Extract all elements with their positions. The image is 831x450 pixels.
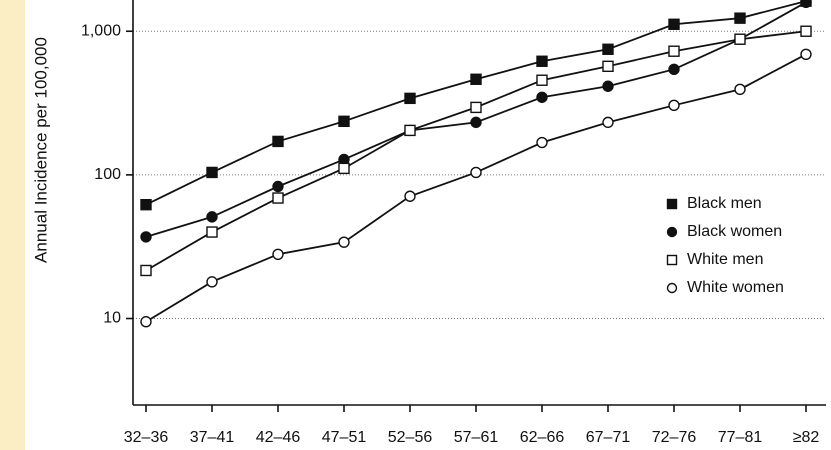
data-point (404, 190, 416, 202)
x-tick-label: 42–46 (256, 429, 301, 446)
y-axis-label: Annual Incidence per 100,000 (31, 37, 50, 263)
data-point (668, 99, 680, 112)
data-point (734, 83, 746, 96)
data-point (602, 116, 614, 129)
data-point (668, 63, 680, 76)
data-point (206, 211, 218, 223)
data-point (800, 48, 812, 60)
data-point (602, 60, 614, 73)
legend-label: Black women (687, 223, 782, 240)
y-tick-label: 100 (94, 166, 121, 183)
data-point (338, 115, 350, 128)
data-point (470, 101, 482, 114)
data-point (272, 192, 284, 204)
legend-marker (666, 226, 678, 238)
data-point (140, 199, 152, 211)
data-point (272, 248, 284, 260)
data-point (272, 180, 284, 193)
data-point (602, 43, 614, 55)
y-tick-label: 1,000 (81, 22, 121, 39)
data-point (206, 276, 218, 288)
x-tick-label: 77–81 (718, 429, 763, 446)
data-point (734, 33, 746, 45)
x-tick-label: 47–51 (322, 429, 367, 446)
data-point (338, 236, 350, 248)
chart-background (25, 0, 831, 450)
data-point (668, 45, 680, 57)
data-point (536, 136, 548, 149)
data-point (800, 0, 812, 9)
data-point (668, 18, 680, 30)
legend-marker (666, 282, 678, 294)
x-tick-label: 52–56 (388, 429, 433, 446)
data-point (800, 25, 812, 37)
data-point (140, 231, 152, 243)
data-point (470, 166, 482, 179)
data-point (206, 226, 218, 238)
data-point (536, 91, 548, 103)
data-point (140, 264, 152, 277)
legend-marker (666, 254, 678, 266)
data-point (140, 316, 152, 328)
legend-marker (666, 198, 678, 210)
x-tick-label: 62–66 (520, 429, 565, 446)
data-point (404, 92, 416, 105)
y-tick-label: 10 (103, 310, 121, 327)
x-tick-label: 32–36 (124, 429, 169, 446)
x-tick-label: ≥82 (793, 429, 820, 446)
data-point (470, 116, 482, 129)
data-point (602, 80, 614, 92)
data-point (272, 135, 284, 148)
x-tick-label: 67–71 (586, 429, 631, 446)
data-point (404, 124, 416, 137)
data-point (734, 12, 746, 24)
legend-label: White women (687, 279, 784, 296)
data-point (338, 162, 350, 175)
data-point (206, 166, 218, 179)
data-point (536, 74, 548, 86)
x-tick-label: 72–76 (652, 429, 697, 446)
data-point (536, 55, 548, 67)
x-tick-label: 57–61 (454, 429, 499, 446)
x-tick-label: 37–41 (190, 429, 235, 446)
data-point (470, 73, 482, 85)
legend-label: White men (687, 251, 763, 268)
legend-label: Black men (687, 195, 762, 212)
